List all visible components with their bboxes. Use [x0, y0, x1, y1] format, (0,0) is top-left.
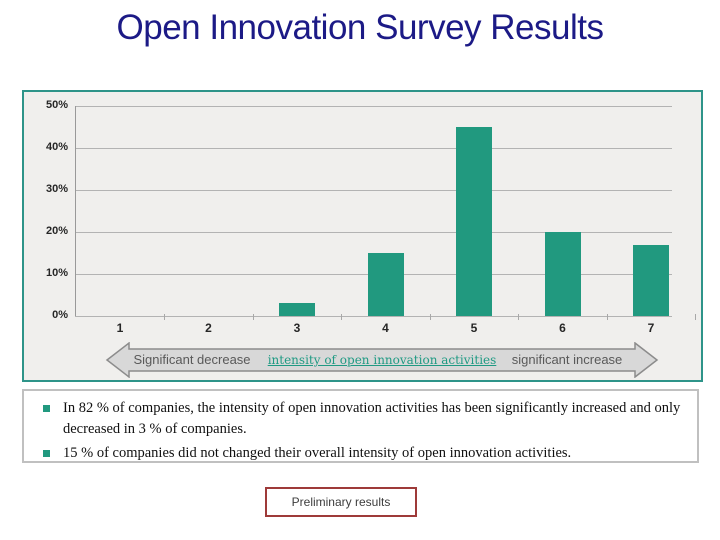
bullet-square-icon	[43, 405, 50, 412]
list-item: In 82 % of companies, the intensity of o…	[24, 398, 697, 440]
bar	[367, 253, 404, 316]
page-title: Open Innovation Survey Results	[116, 8, 604, 47]
list-item: 15 % of companies did not changed their …	[24, 443, 697, 464]
bar	[456, 127, 492, 316]
bullet-text: In 82 % of companies, the intensity of o…	[63, 400, 681, 437]
y-axis-label: 40%	[45, 141, 68, 153]
x-axis-label: 4	[382, 321, 389, 335]
double-arrow-icon	[105, 342, 659, 378]
bar	[633, 244, 669, 316]
gridline	[75, 316, 672, 317]
x-axis-tick	[252, 314, 254, 320]
y-axis-label: 10%	[45, 267, 68, 279]
bar	[279, 303, 315, 316]
x-axis-label: 7	[647, 321, 655, 335]
y-axis-label: 0%	[52, 309, 68, 321]
x-axis-tick	[164, 314, 166, 320]
y-axis-label: 30%	[45, 183, 68, 195]
bullet-text: 15 % of companies did not changed their …	[63, 445, 572, 461]
y-axis-label: 20%	[45, 225, 68, 237]
x-axis-tick	[341, 314, 343, 320]
x-axis-label: 5	[470, 321, 478, 335]
bullet-box: In 82 % of companies, the intensity of o…	[22, 389, 699, 463]
bullet-square-icon	[43, 450, 50, 457]
bar-chart: 0% 10% 20% 30% 40% 50% 1 2 3 4 5 6 7	[24, 92, 701, 380]
gridline	[75, 232, 672, 233]
x-axis-label: 2	[205, 321, 212, 335]
chart-panel: 0% 10% 20% 30% 40% 50% 1 2 3 4 5 6 7 Significant dec…	[22, 90, 703, 382]
y-axis-line	[75, 106, 76, 316]
bar	[544, 232, 581, 316]
gridline	[75, 148, 672, 149]
arrow-label-decrease: Significant decrease	[133, 352, 251, 367]
axis-arrow-banner: Significant decrease intensity of open i…	[104, 342, 660, 378]
x-axis-tick	[429, 314, 431, 320]
x-axis-tick	[695, 314, 697, 320]
arrow-label-increase: significant increase	[511, 352, 623, 367]
x-axis-tick	[606, 314, 608, 320]
gridline	[75, 106, 672, 107]
x-axis-tick	[518, 314, 520, 320]
gridline	[75, 190, 672, 191]
footer-label: Preliminary results	[291, 495, 391, 509]
x-axis-label: 1	[116, 321, 124, 335]
arrow-label-axis-title: intensity of open innovation activities	[267, 353, 497, 367]
footer-box: Preliminary results	[265, 487, 417, 517]
x-axis-label: 6	[559, 321, 566, 335]
x-axis-label: 3	[293, 321, 301, 335]
y-axis-label: 50%	[45, 99, 68, 111]
